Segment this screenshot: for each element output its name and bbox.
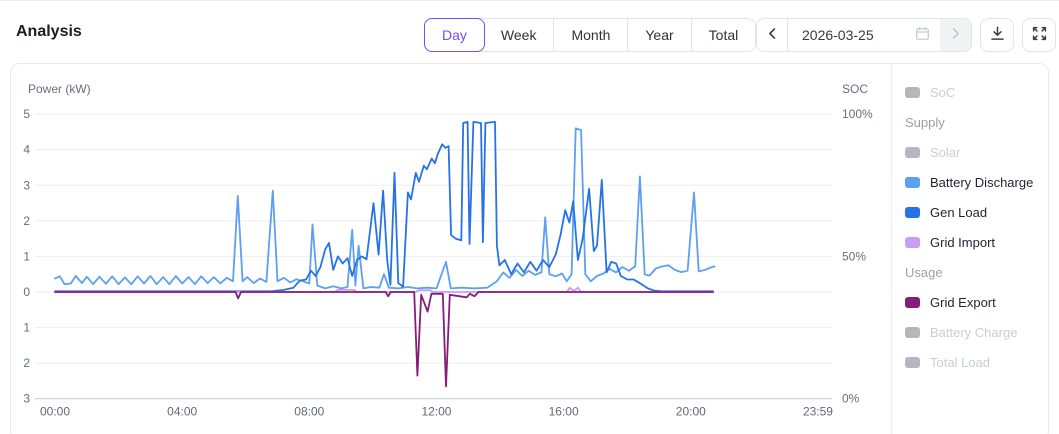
legend-swatch-battery-charge — [905, 326, 920, 338]
tab-year[interactable]: Year — [628, 19, 692, 51]
power-axis-tick: 3 — [23, 178, 30, 192]
tab-day[interactable]: Day — [424, 18, 485, 52]
legend-label: Gen Load — [930, 204, 988, 220]
calendar-icon — [915, 26, 930, 44]
series-line-grid-import — [54, 286, 714, 293]
chart-panel — [10, 63, 1049, 434]
chart-legend: SoC Supply Solar Battery Discharge Gen Load G… — [905, 77, 1053, 377]
soc-axis-title: SOC — [842, 82, 868, 96]
chevron-right-icon — [949, 27, 962, 43]
legend-swatch-gen-load — [905, 206, 920, 218]
time-axis-tick: 08:00 — [294, 405, 324, 419]
series-line-gen-load — [54, 121, 714, 293]
legend-item-battery-discharge[interactable]: Battery Discharge — [905, 167, 1053, 197]
download-button[interactable] — [980, 18, 1014, 52]
legend-item-total-load[interactable]: Total Load — [905, 347, 1053, 377]
time-axis-tick: 23:59 — [803, 405, 833, 419]
power-axis-title: Power (kW) — [28, 82, 91, 96]
legend-label: Battery Charge — [930, 324, 1018, 340]
soc-axis-tick: 0% — [842, 392, 860, 406]
legend-item-soc[interactable]: SoC — [905, 77, 1053, 107]
page-title: Analysis — [16, 23, 82, 40]
legend-group-usage: Usage — [905, 257, 1053, 287]
date-navigation: 2026-03-25 — [756, 18, 972, 52]
time-axis-tick: 00:00 — [40, 405, 70, 419]
time-axis-tick: 20:00 — [676, 405, 706, 419]
power-axis-tick: 1 — [23, 249, 30, 263]
power-axis-tick: 3 — [23, 392, 30, 406]
time-axis-tick: 16:00 — [549, 405, 579, 419]
period-tab-group: Day Week Month Year Total — [424, 18, 757, 52]
next-date-button[interactable] — [940, 18, 972, 52]
legend-swatch-battery-discharge — [905, 176, 920, 188]
analysis-chart[interactable]: 5 4 3 2 1 0 1 2 3 100% 50% 0% 00:00 04:00 08:00 12:00 16… — [10, 63, 890, 433]
power-axis-tick: 2 — [23, 356, 30, 370]
legend-label: SoC — [930, 84, 956, 100]
legend-swatch-soc — [905, 86, 920, 98]
series-line-battery-discharge — [54, 127, 716, 290]
legend-swatch-grid-import — [905, 236, 920, 248]
time-axis-tick: 04:00 — [167, 405, 197, 419]
legend-label: Solar — [930, 144, 961, 160]
power-axis-tick: 0 — [23, 285, 30, 299]
tab-week[interactable]: Week — [483, 19, 555, 51]
legend-item-solar[interactable]: Solar — [905, 137, 1053, 167]
legend-group-supply: Supply — [905, 107, 1053, 137]
fullscreen-button[interactable] — [1022, 18, 1056, 52]
soc-axis-tick: 50% — [842, 249, 866, 263]
soc-axis-tick: 100% — [842, 107, 873, 121]
legend-divider — [891, 64, 892, 434]
legend-swatch-grid-export — [905, 296, 920, 308]
power-axis-tick: 5 — [23, 107, 30, 121]
date-value: 2026-03-25 — [802, 27, 874, 43]
legend-item-grid-export[interactable]: Grid Export — [905, 287, 1053, 317]
time-axis-tick: 12:00 — [421, 405, 451, 419]
legend-swatch-total-load — [905, 356, 920, 368]
prev-date-button[interactable] — [756, 18, 788, 52]
legend-item-grid-import[interactable]: Grid Import — [905, 227, 1053, 257]
legend-label: Total Load — [930, 354, 990, 370]
chevron-left-icon — [766, 27, 779, 43]
legend-label: Supply — [905, 114, 945, 130]
legend-swatch-solar — [905, 146, 920, 158]
legend-label: Grid Import — [930, 234, 996, 250]
fullscreen-icon — [1032, 26, 1047, 44]
download-icon — [990, 26, 1005, 44]
legend-label: Battery Discharge — [930, 174, 1034, 190]
date-input[interactable]: 2026-03-25 — [788, 18, 940, 52]
legend-item-gen-load[interactable]: Gen Load — [905, 197, 1053, 227]
power-axis-tick: 4 — [23, 143, 30, 157]
series-line-grid-export — [54, 291, 714, 388]
power-axis-tick: 2 — [23, 214, 30, 228]
tab-total[interactable]: Total — [691, 19, 756, 51]
legend-item-battery-charge[interactable]: Battery Charge — [905, 317, 1053, 347]
legend-label: Usage — [905, 264, 943, 280]
legend-label: Grid Export — [930, 294, 996, 310]
power-axis-tick: 1 — [23, 321, 30, 335]
tab-month[interactable]: Month — [554, 19, 629, 51]
